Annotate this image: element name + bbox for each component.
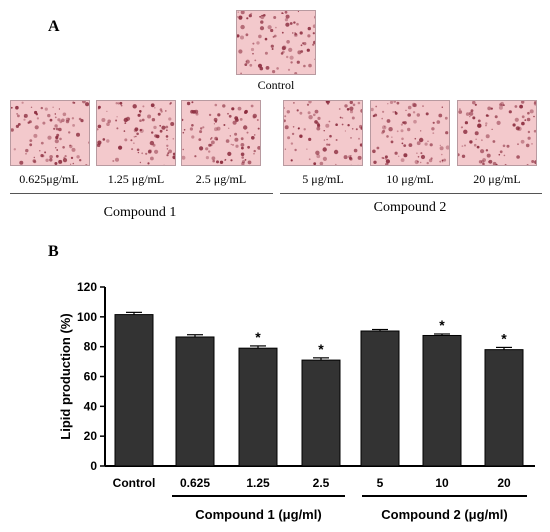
y-tick-label: 0 [90,459,97,473]
micrograph-image [457,100,537,166]
micrograph-label: 10 μg/mL [386,172,434,186]
micrograph-image [236,10,316,75]
micrograph-image [370,100,450,166]
x-tick-label: Control [113,476,156,490]
micrograph-label: Control [257,78,295,92]
y-tick-label: 40 [84,399,98,413]
x-tick-label: 20 [497,476,511,490]
y-tick-label: 80 [84,340,98,354]
x-tick-label: 0.625 [180,476,210,490]
group-label: Compound 1 (μg/ml) [195,507,321,522]
y-tick-label: 60 [84,370,98,384]
x-tick-label: 2.5 [313,476,330,490]
bar [301,359,341,467]
micrograph-image [283,100,363,166]
x-tick-label: 10 [435,476,449,490]
compound-1-bracket [10,193,273,194]
panel-a-letter: A [48,18,60,35]
y-axis-label: Lipid production (%) [58,313,73,439]
y-tick-label: 20 [84,429,98,443]
panel-b-letter: B [48,243,59,260]
bar [114,314,154,467]
bar [422,334,462,467]
significance-marker: * [318,341,324,357]
group-label: Compound 2 (μg/ml) [381,507,507,522]
bar [175,336,215,467]
significance-marker: * [255,329,261,345]
y-tick-label: 120 [77,280,97,294]
micrograph-label: 20 μg/mL [473,172,521,186]
compound-2-group-label: Compound 2 [373,200,447,215]
bar [484,349,524,467]
significance-marker: * [439,317,445,333]
micrograph-label: 0.625μg/mL [19,172,79,186]
x-tick-label: 5 [377,476,384,490]
x-tick-label: 1.25 [246,476,270,490]
micrograph-image [10,100,90,166]
compound-2-bracket [280,193,542,194]
micrograph-image [181,100,261,166]
significance-marker: * [501,330,507,346]
micrograph-label: 2.5 μg/mL [195,172,247,186]
micrograph-image [96,100,176,166]
bar [360,330,400,467]
compound-1-group-label: Compound 1 [103,205,177,220]
micrograph-label: 1.25 μg/mL [107,172,165,186]
y-tick-label: 100 [77,310,97,324]
micrograph-label: 5 μg/mL [302,172,344,186]
bar [238,347,278,467]
